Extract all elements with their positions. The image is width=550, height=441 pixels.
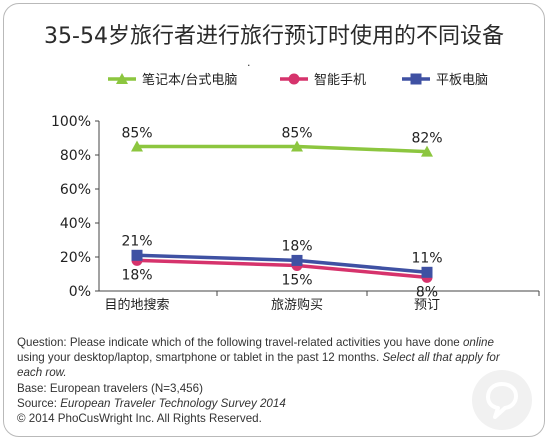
data-label: 11% [411,250,442,266]
chart-axes [98,121,539,292]
series-point [131,249,143,261]
base-note: Base: European travelers (N=3,456) [17,381,203,395]
y-tick-label: 100% [51,114,91,130]
series-point [131,140,143,152]
decorative-dot: · [247,59,251,72]
series-line [137,144,428,154]
series-point [421,266,433,278]
data-labels: 85% 85% 82% 18% 15% 8% 21% 18% 11% [121,126,442,301]
x-category-label: 预订 [414,298,440,313]
series-point [291,254,303,266]
chart-notes: Question: Please indicate which of the f… [17,335,517,426]
data-label: 21% [121,233,152,249]
x-axis-categories: 目的地搜索 旅游购买 预订 [104,291,540,313]
data-label: 85% [281,126,312,142]
y-axis-ticks: 100% 80% 60% 40% 20% 0% [51,114,99,300]
chart-title: 35-54岁旅行者进行旅行预订时使用的不同设备 [44,24,504,49]
legend-label: 笔记本/台式电脑 [142,72,237,88]
data-label: 8% [416,284,438,300]
legend-marker [410,73,422,85]
y-tick-label: 60% [60,182,91,198]
question-note: Question: Please indicate which of the f… [17,336,500,380]
data-label: 18% [121,267,152,283]
source-note: Source: European Traveler Technology Sur… [17,396,286,410]
legend-label: 平板电脑 [436,73,488,88]
data-label: 15% [281,273,312,289]
y-tick-label: 0% [69,284,91,300]
legend-marker [288,73,300,85]
logo-mark [486,382,518,419]
y-tick-label: 40% [60,216,91,232]
data-label: 82% [411,131,442,147]
data-label: 85% [121,126,152,142]
chart-card: 35-54岁旅行者进行旅行预订时使用的不同设备 · 笔记本/台式电脑 智能手机 平板… [3,3,545,437]
series-point [421,145,433,157]
data-label: 18% [281,238,312,254]
series-markers [131,140,433,283]
copyright-note: © 2014 PhoCusWright Inc. All Rights Rese… [17,412,262,426]
series-lines [136,144,428,280]
legend-label: 智能手机 [314,73,366,88]
y-tick-label: 20% [60,250,91,266]
legend-marker [116,73,128,84]
x-category-label: 旅游购买 [271,297,323,313]
line-chart: 笔记本/台式电脑 智能手机 平板电脑 100% 80% 60% 40% 20% 0% 目的地搜… [51,72,540,313]
x-category-label: 目的地搜索 [104,297,169,313]
phocuswright-logo-icon [472,370,532,430]
y-tick-label: 80% [60,148,91,164]
series-point [291,140,303,152]
legend: 笔记本/台式电脑 智能手机 平板电脑 [108,72,488,88]
